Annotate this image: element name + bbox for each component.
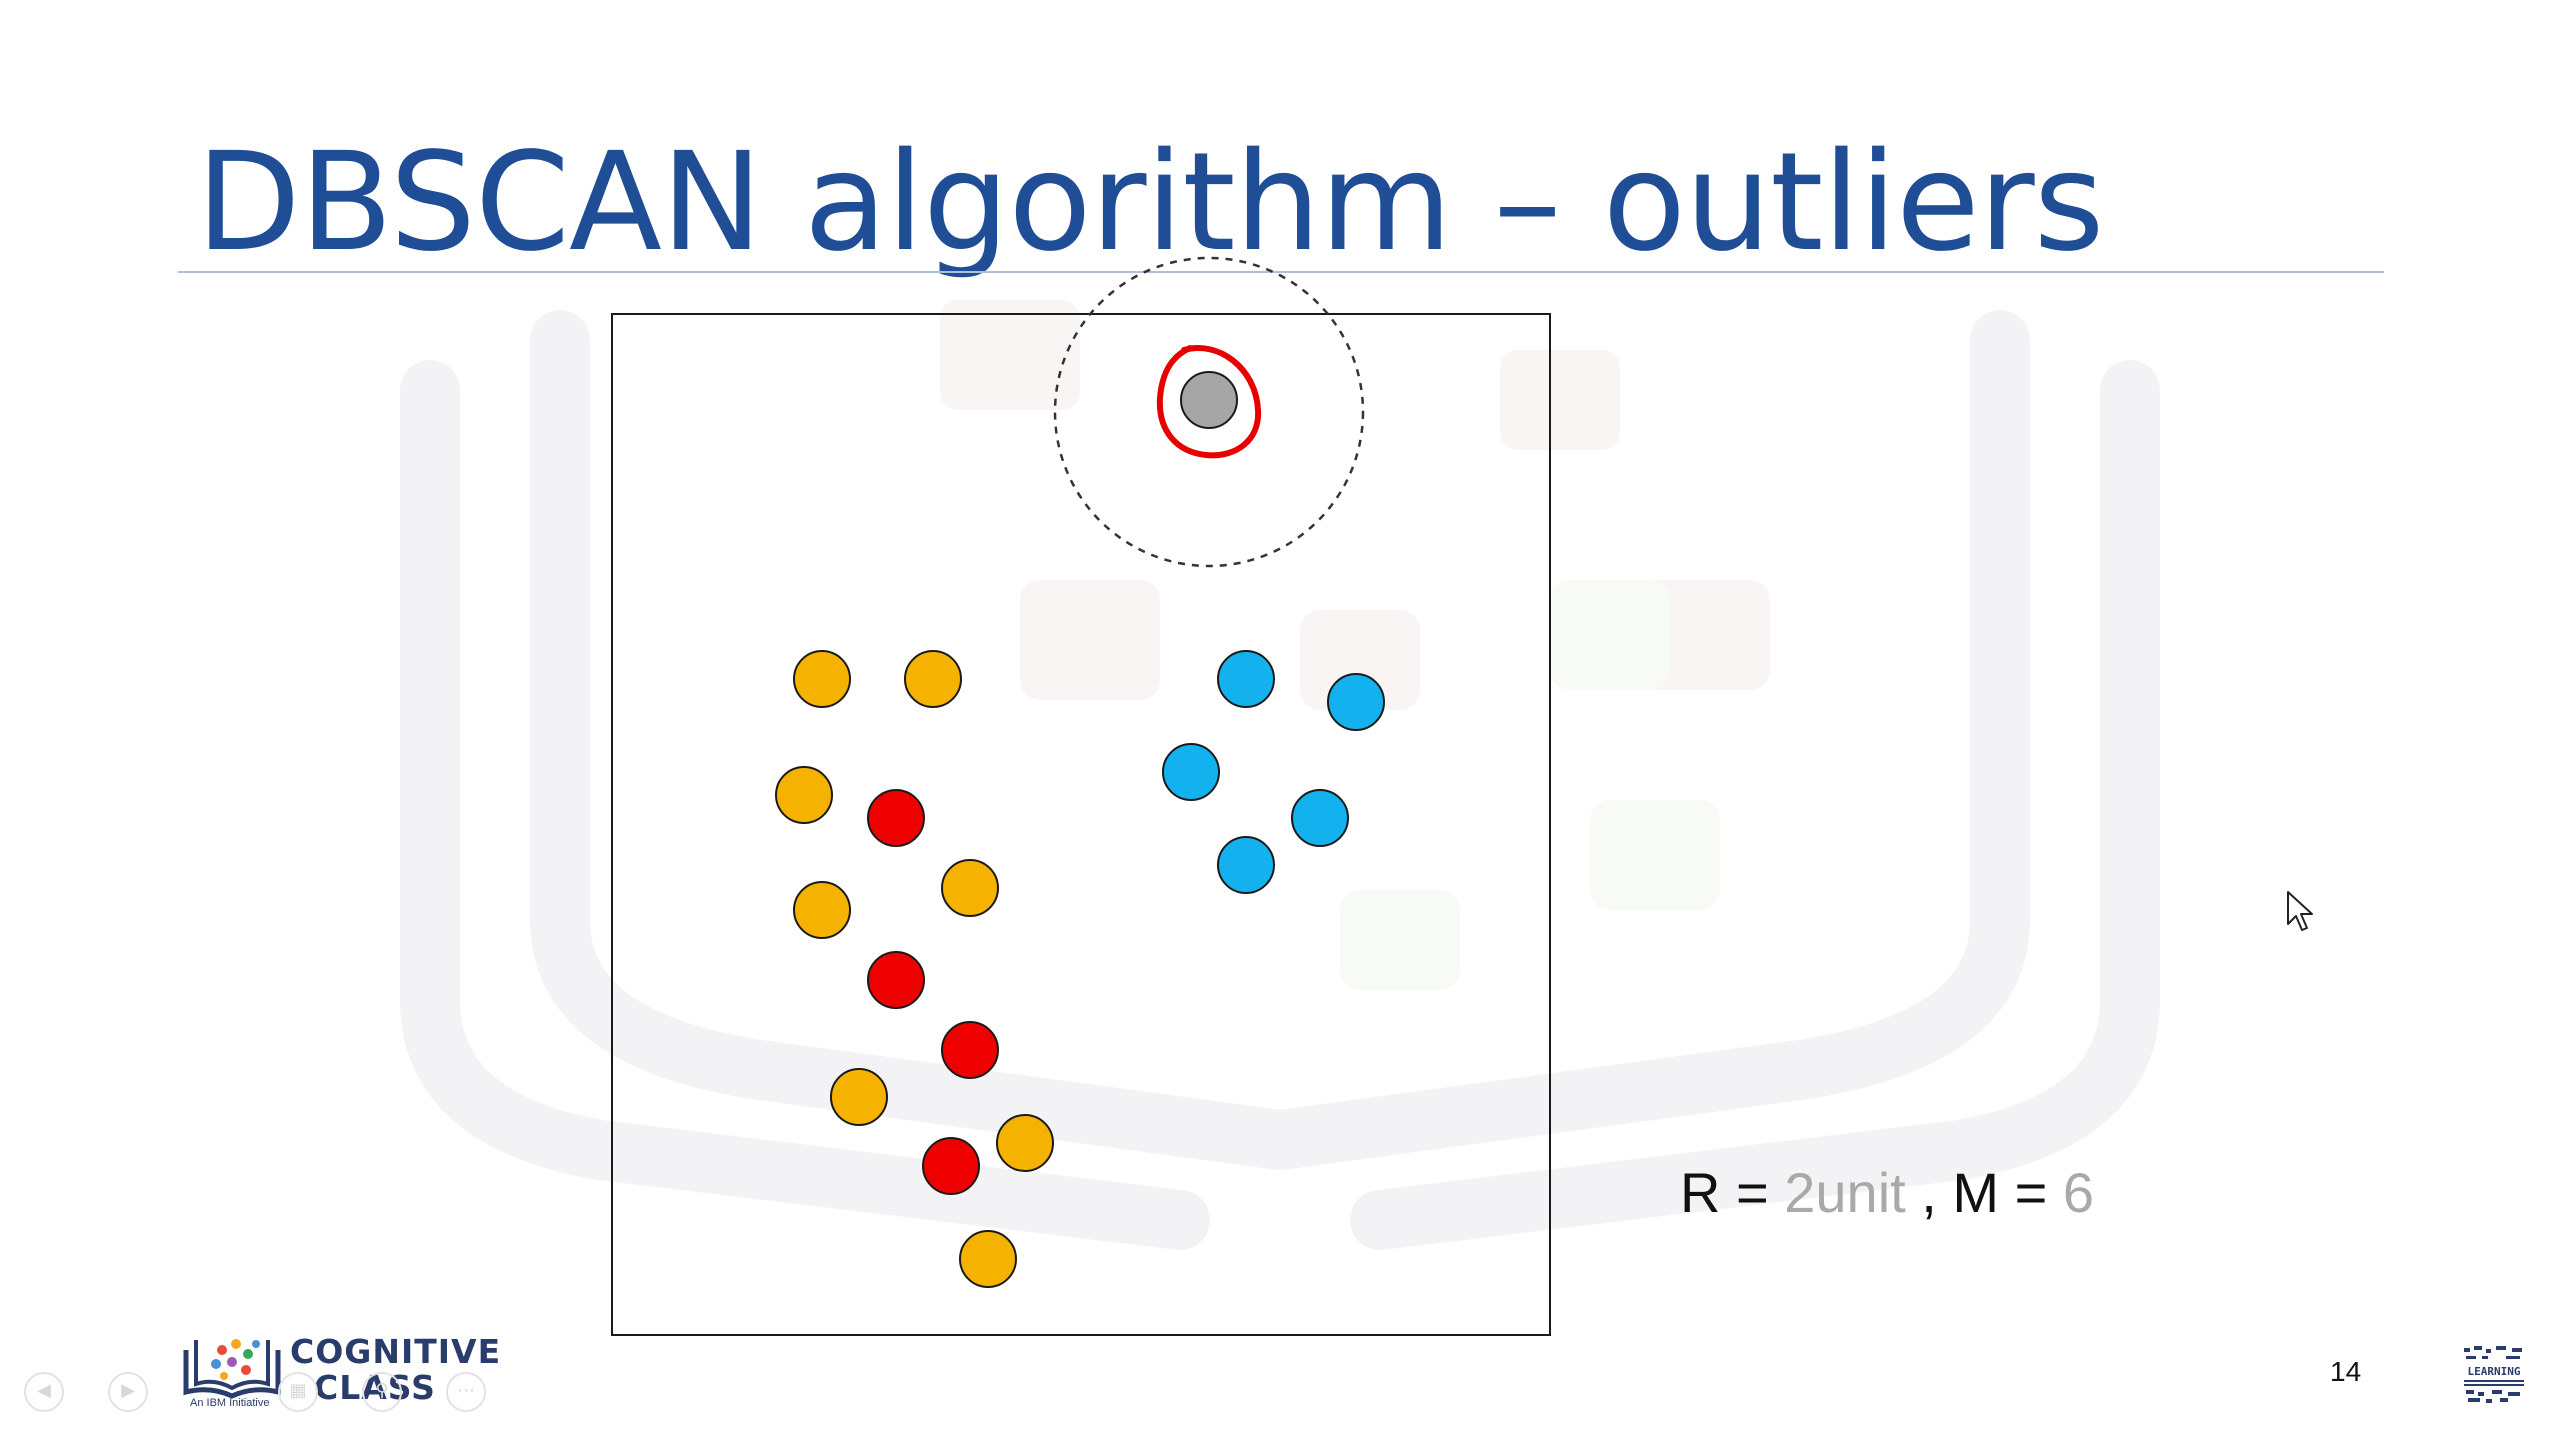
- core-point-6: [793, 881, 851, 939]
- next-slide-button[interactable]: ▶: [108, 1372, 148, 1412]
- cluster2-point-17: [1217, 836, 1275, 894]
- logo-tagline: An IBM Initiative: [190, 1397, 270, 1409]
- m-value: 6: [2062, 1161, 2095, 1224]
- r-value: 2unit: [1784, 1161, 1906, 1224]
- core-point-3: [775, 766, 833, 824]
- core-point-9: [830, 1068, 888, 1126]
- slides-overview-button[interactable]: ▦: [278, 1372, 318, 1412]
- core-point-12: [959, 1230, 1017, 1288]
- plot-frame: [611, 313, 1551, 1336]
- cognitive-class-book-icon: [183, 1339, 281, 1399]
- mouse-pointer-icon: [2287, 891, 2313, 931]
- r-label: R =: [1680, 1161, 1785, 1224]
- more-options-button[interactable]: ⋯: [446, 1372, 486, 1412]
- logo-wordmark: COGNITIVE CLASS: [290, 1334, 501, 1406]
- core-point-2: [904, 650, 962, 708]
- border-point-4: [867, 789, 925, 847]
- page-number: 14: [2330, 1356, 2362, 1387]
- cluster2-point-16: [1291, 789, 1349, 847]
- slide-title: DBSCAN algorithm – outliers: [196, 124, 2104, 282]
- cluster2-point-14: [1327, 673, 1385, 731]
- watermark-background: [400, 300, 2160, 1250]
- border-point-7: [867, 951, 925, 1009]
- border-point-8: [941, 1021, 999, 1079]
- cluster2-point-13: [1217, 650, 1275, 708]
- zoom-button[interactable]: ⚲: [362, 1372, 402, 1412]
- grid-icon: ▦: [289, 1380, 307, 1401]
- chevron-right-icon: ▶: [121, 1380, 135, 1401]
- core-point-5: [941, 859, 999, 917]
- title-divider: [178, 271, 2384, 273]
- parameters-label: R = 2unit , M = 6: [1680, 1160, 2094, 1225]
- m-label: M =: [1952, 1161, 2063, 1224]
- param-separator: ,: [1905, 1161, 1953, 1224]
- learning-badge-logo: LEARNING: [2464, 1346, 2524, 1403]
- badge-text: LEARNING: [2468, 1365, 2521, 1378]
- outlier-point-18: [1180, 371, 1238, 429]
- core-point-10: [996, 1114, 1054, 1172]
- logo-line1: COGNITIVE: [290, 1332, 502, 1371]
- border-point-11: [922, 1137, 980, 1195]
- previous-slide-button[interactable]: ◀: [24, 1372, 64, 1412]
- core-point-1: [793, 650, 851, 708]
- outlier-highlight-ring: [1156, 345, 1262, 459]
- chevron-left-icon: ◀: [37, 1380, 51, 1401]
- cluster2-point-15: [1162, 743, 1220, 801]
- magnifier-icon: ⚲: [375, 1380, 389, 1401]
- points-layer: [775, 371, 1385, 1288]
- ellipsis-icon: ⋯: [457, 1380, 475, 1401]
- radius-circle: [1053, 256, 1365, 568]
